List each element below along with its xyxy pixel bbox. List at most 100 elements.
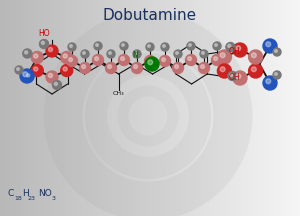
Circle shape	[109, 52, 111, 54]
Circle shape	[230, 73, 233, 76]
Bar	[155, 0, 156, 216]
Circle shape	[107, 50, 115, 58]
Bar	[99, 0, 100, 216]
Bar	[261, 0, 262, 216]
Bar	[97, 0, 98, 216]
Bar	[165, 0, 166, 216]
Bar	[239, 0, 240, 216]
Circle shape	[25, 72, 34, 81]
Bar	[252, 0, 253, 216]
Bar	[217, 0, 218, 216]
Bar	[211, 0, 212, 216]
Bar	[168, 0, 169, 216]
Bar	[212, 0, 213, 216]
Bar	[243, 0, 244, 216]
Circle shape	[200, 50, 208, 58]
Circle shape	[46, 71, 58, 83]
Bar	[94, 0, 95, 216]
Circle shape	[218, 50, 231, 64]
Bar	[191, 0, 192, 216]
Bar	[195, 0, 196, 216]
Bar	[224, 0, 225, 216]
Bar	[60, 0, 61, 216]
Circle shape	[15, 66, 23, 74]
Bar	[196, 0, 197, 216]
Bar	[109, 0, 110, 216]
Bar	[229, 0, 230, 216]
Bar	[219, 0, 220, 216]
Bar	[279, 0, 280, 216]
Bar	[85, 0, 86, 216]
Bar	[88, 0, 89, 216]
Bar	[75, 0, 76, 216]
Bar	[27, 0, 28, 216]
Circle shape	[273, 71, 281, 79]
Bar	[13, 0, 14, 216]
Circle shape	[108, 65, 112, 68]
Bar	[111, 0, 112, 216]
Bar	[29, 0, 30, 216]
Bar	[178, 0, 179, 216]
Bar	[113, 0, 114, 216]
Circle shape	[41, 41, 44, 44]
Bar	[251, 0, 252, 216]
Bar	[96, 0, 97, 216]
Bar	[141, 0, 142, 216]
Circle shape	[185, 54, 197, 65]
Bar	[2, 0, 3, 216]
Bar	[66, 0, 67, 216]
Bar	[124, 0, 125, 216]
Bar	[204, 0, 205, 216]
Bar	[223, 0, 224, 216]
Bar	[102, 0, 103, 216]
Bar	[266, 0, 267, 216]
Circle shape	[251, 67, 256, 72]
Bar	[14, 0, 15, 216]
Bar	[144, 0, 145, 216]
Circle shape	[263, 39, 277, 53]
Circle shape	[163, 44, 165, 47]
Bar	[83, 0, 84, 216]
Bar	[238, 0, 239, 216]
Bar	[256, 0, 257, 216]
Bar	[25, 0, 26, 216]
Bar	[4, 0, 5, 216]
Bar	[287, 0, 288, 216]
Bar	[274, 0, 275, 216]
Bar	[71, 0, 72, 216]
Bar	[95, 0, 96, 216]
Bar	[61, 0, 62, 216]
Bar	[202, 0, 203, 216]
Bar	[9, 0, 10, 216]
Bar	[193, 0, 194, 216]
Circle shape	[122, 44, 124, 46]
Circle shape	[236, 74, 241, 79]
Circle shape	[40, 40, 49, 49]
Bar	[185, 0, 186, 216]
Bar	[200, 0, 201, 216]
Bar	[73, 0, 74, 216]
Bar	[38, 0, 39, 216]
Bar	[114, 0, 115, 216]
Bar	[59, 0, 60, 216]
Bar	[284, 0, 285, 216]
Bar	[231, 0, 232, 216]
Bar	[42, 0, 43, 216]
Bar	[57, 0, 58, 216]
Bar	[68, 0, 69, 216]
Bar	[199, 0, 200, 216]
Bar	[264, 0, 265, 216]
Circle shape	[263, 76, 277, 90]
Circle shape	[175, 65, 178, 68]
Circle shape	[31, 65, 43, 76]
Bar	[41, 0, 42, 216]
Bar	[215, 0, 216, 216]
Bar	[32, 0, 33, 216]
Bar	[130, 0, 131, 216]
Bar	[230, 0, 231, 216]
Circle shape	[131, 62, 142, 73]
Bar	[50, 0, 51, 216]
Bar	[236, 0, 237, 216]
Bar	[220, 0, 221, 216]
Bar	[164, 0, 165, 216]
